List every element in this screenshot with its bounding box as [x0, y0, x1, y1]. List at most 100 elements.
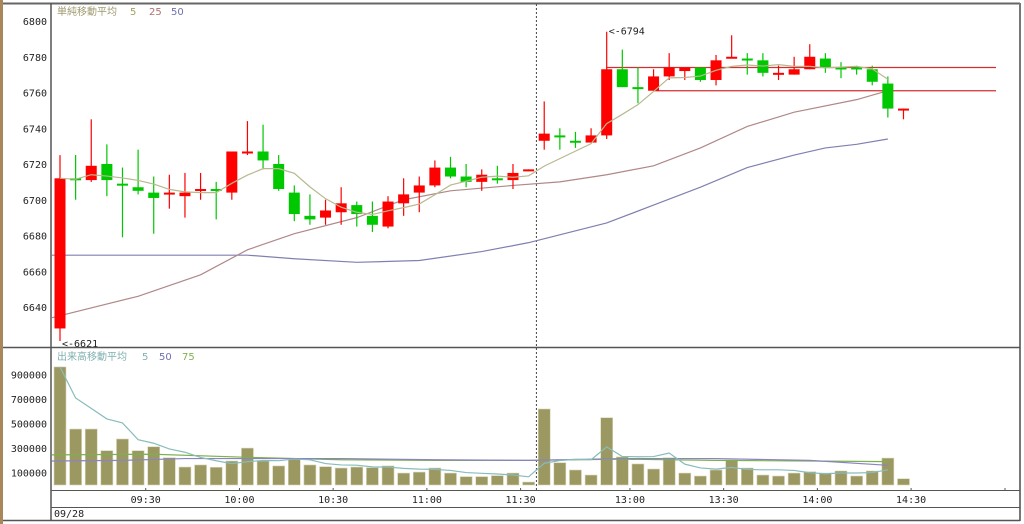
volume-bar — [459, 476, 473, 486]
price-tick-label: 6680 — [23, 232, 47, 243]
volume-bar — [678, 472, 692, 486]
volume-bar — [662, 457, 676, 486]
candle-body — [507, 172, 519, 181]
price-tick-label: 6780 — [23, 53, 47, 64]
volume-bar — [100, 450, 114, 486]
time-tick-label: 10:00 — [224, 495, 254, 506]
volume-legend-ma75: 75 — [182, 352, 195, 363]
volume-bar — [522, 481, 535, 486]
volume-bar — [865, 470, 879, 486]
price-tick-label: 6660 — [23, 267, 47, 278]
volume-bar — [381, 465, 395, 486]
candle-body — [132, 187, 144, 191]
volume-bar — [725, 459, 738, 486]
price-tick-label: 6740 — [23, 124, 47, 135]
candle-body — [304, 215, 316, 220]
candle-body — [679, 67, 691, 72]
price-legend-ma25: 25 — [149, 7, 162, 18]
volume-bar — [412, 471, 426, 486]
volume-bar — [194, 464, 207, 486]
volume-bar — [287, 458, 301, 486]
candle-body — [54, 178, 66, 329]
volume-bar — [69, 428, 82, 486]
volume-bar — [709, 469, 723, 486]
volume-bar — [475, 476, 489, 486]
volume-bar — [850, 475, 863, 486]
window-edge — [0, 0, 3, 524]
candle-body — [648, 76, 660, 91]
time-tick-label: 11:00 — [412, 495, 442, 506]
candle-body — [288, 192, 300, 215]
volume-legend-ma50: 50 — [159, 352, 172, 363]
candle-body — [882, 83, 894, 109]
candle-body — [429, 167, 441, 186]
volume-bar — [53, 366, 67, 486]
candle-body — [148, 192, 160, 198]
volume-legend-ma5: 5 — [142, 352, 148, 363]
volume-bar — [225, 460, 239, 486]
volume-bar — [147, 446, 161, 486]
price-tick-label: 6720 — [23, 160, 47, 171]
volume-legend-title: 出来高移動平均 — [57, 350, 127, 363]
price-tick-label: 6800 — [23, 17, 47, 28]
volume-bar — [334, 467, 348, 486]
time-tick-label: 09:30 — [131, 495, 161, 506]
volume-bar — [772, 475, 785, 486]
volume-bar — [897, 478, 910, 486]
candle-body — [241, 151, 253, 154]
candle-body — [554, 135, 566, 138]
volume-bar — [397, 472, 410, 486]
price-tick-label: 6640 — [23, 303, 47, 314]
candle-body — [788, 69, 800, 75]
candle-body — [320, 210, 332, 218]
ma5-line — [59, 64, 889, 216]
time-tick-label: 11:30 — [506, 495, 536, 506]
candle-body — [101, 164, 113, 181]
volume-bar — [803, 471, 817, 486]
price-legend-title: 単純移動平均 — [57, 5, 117, 18]
volume-bar — [178, 466, 192, 486]
candle-body — [257, 151, 269, 161]
candle-body — [616, 69, 628, 88]
price-panel: <-6794 <-6621 — [51, 27, 996, 350]
volume-bar — [537, 408, 551, 486]
candle-body — [85, 165, 97, 181]
volume-panel — [51, 366, 910, 486]
price-legend-ma5: 5 — [130, 7, 136, 18]
candle-body — [460, 176, 472, 182]
volume-bar — [131, 450, 145, 486]
candle-body — [585, 135, 597, 143]
volume-bar — [209, 466, 223, 486]
axes: 6640 6660 6680 6700 6720 6740 6760 6780 6800 1000… — [11, 17, 1006, 506]
candle-body — [491, 178, 503, 181]
volume-bar — [740, 467, 754, 486]
time-tick-label: 13:30 — [709, 495, 739, 506]
time-tick-label: 13:00 — [615, 495, 645, 506]
price-annotation: <-6794 — [609, 27, 645, 38]
candle-body — [195, 189, 207, 192]
volume-bar — [444, 472, 457, 486]
volume-tick-label: 100000 — [11, 469, 47, 480]
price-tick-label: 6700 — [23, 196, 47, 207]
volume-bar — [350, 466, 364, 486]
candle-body — [835, 67, 847, 70]
time-tick-label: 14:30 — [896, 495, 926, 506]
candle-body — [226, 151, 238, 193]
volume-bar — [616, 456, 629, 486]
volume-bar — [569, 469, 582, 486]
candle-body — [116, 183, 128, 186]
candle-body — [632, 87, 644, 90]
candle-body — [413, 185, 425, 193]
volume-tick-label: 500000 — [11, 420, 47, 431]
time-tick-label: 10:30 — [318, 495, 348, 506]
volume-bar — [84, 428, 98, 486]
candle-body — [476, 174, 488, 182]
volume-bar — [600, 417, 614, 486]
volume-bar — [787, 472, 801, 486]
candle-body — [382, 201, 394, 227]
candle-body — [445, 167, 456, 177]
volume-bar — [834, 470, 848, 486]
volume-bar — [428, 467, 442, 486]
